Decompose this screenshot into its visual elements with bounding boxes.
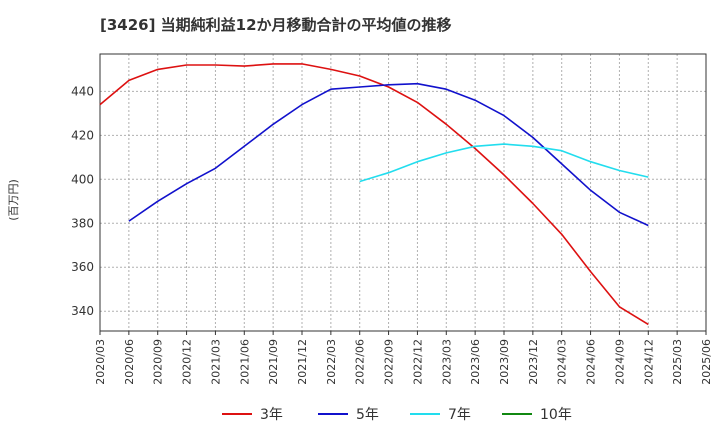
x-tick-label: 2020/03 [94, 339, 107, 385]
y-tick-label: 400 [71, 172, 94, 186]
x-tick-label: 2025/06 [700, 339, 713, 385]
y-tick-label: 420 [71, 128, 94, 142]
legend: 3年 5年 7年 10年 [222, 407, 572, 423]
x-tick-label: 2021/09 [267, 339, 280, 385]
grid [100, 54, 706, 331]
legend-label-2: 7年 [448, 407, 471, 423]
series-line-2 [359, 143, 649, 183]
y-tick-label: 440 [71, 84, 94, 98]
chart-title: [3426] 当期純利益12か月移動合計の平均値の推移 [100, 16, 452, 34]
x-axis: 2020/03 2020/06 2020/09 2020/12 2021/03 2021/… [94, 331, 713, 385]
x-tick-label: 2022/09 [383, 339, 396, 385]
y-tick-label: 360 [71, 260, 94, 274]
x-tick-label: 2023/12 [527, 339, 540, 385]
y-tick-label: 380 [71, 216, 94, 230]
series-group [99, 63, 649, 326]
x-tick-label: 2020/09 [152, 339, 165, 385]
legend-label-3: 10年 [540, 407, 572, 423]
x-tick-label: 2023/06 [469, 339, 482, 385]
x-tick-label: 2025/03 [671, 339, 684, 385]
x-tick-label: 2021/06 [238, 339, 251, 385]
y-tick-label: 340 [71, 304, 94, 318]
plot-area [99, 53, 707, 332]
x-tick-label: 2020/12 [181, 339, 194, 385]
x-tick-label: 2022/12 [411, 339, 424, 385]
x-tick-label: 2024/09 [613, 339, 626, 385]
y-axis-label: (百万円) [7, 179, 20, 221]
x-tick-label: 2024/06 [585, 339, 598, 385]
x-tick-label: 2022/03 [325, 339, 338, 385]
x-tick-label: 2022/06 [354, 339, 367, 385]
x-tick-label: 2024/12 [642, 339, 655, 385]
x-tick-label: 2020/06 [123, 339, 136, 385]
x-tick-label: 2024/03 [556, 339, 569, 385]
x-tick-label: 2021/12 [296, 339, 309, 385]
legend-label-0: 3年 [260, 407, 283, 423]
series-line-1 [128, 82, 649, 227]
x-tick-label: 2021/03 [209, 339, 222, 385]
y-axis: 340 360 380 400 420 440 [71, 84, 94, 318]
legend-label-1: 5年 [356, 407, 379, 423]
x-tick-label: 2023/09 [498, 339, 511, 385]
series-line-0 [99, 63, 649, 326]
x-tick-label: 2023/03 [440, 339, 453, 385]
